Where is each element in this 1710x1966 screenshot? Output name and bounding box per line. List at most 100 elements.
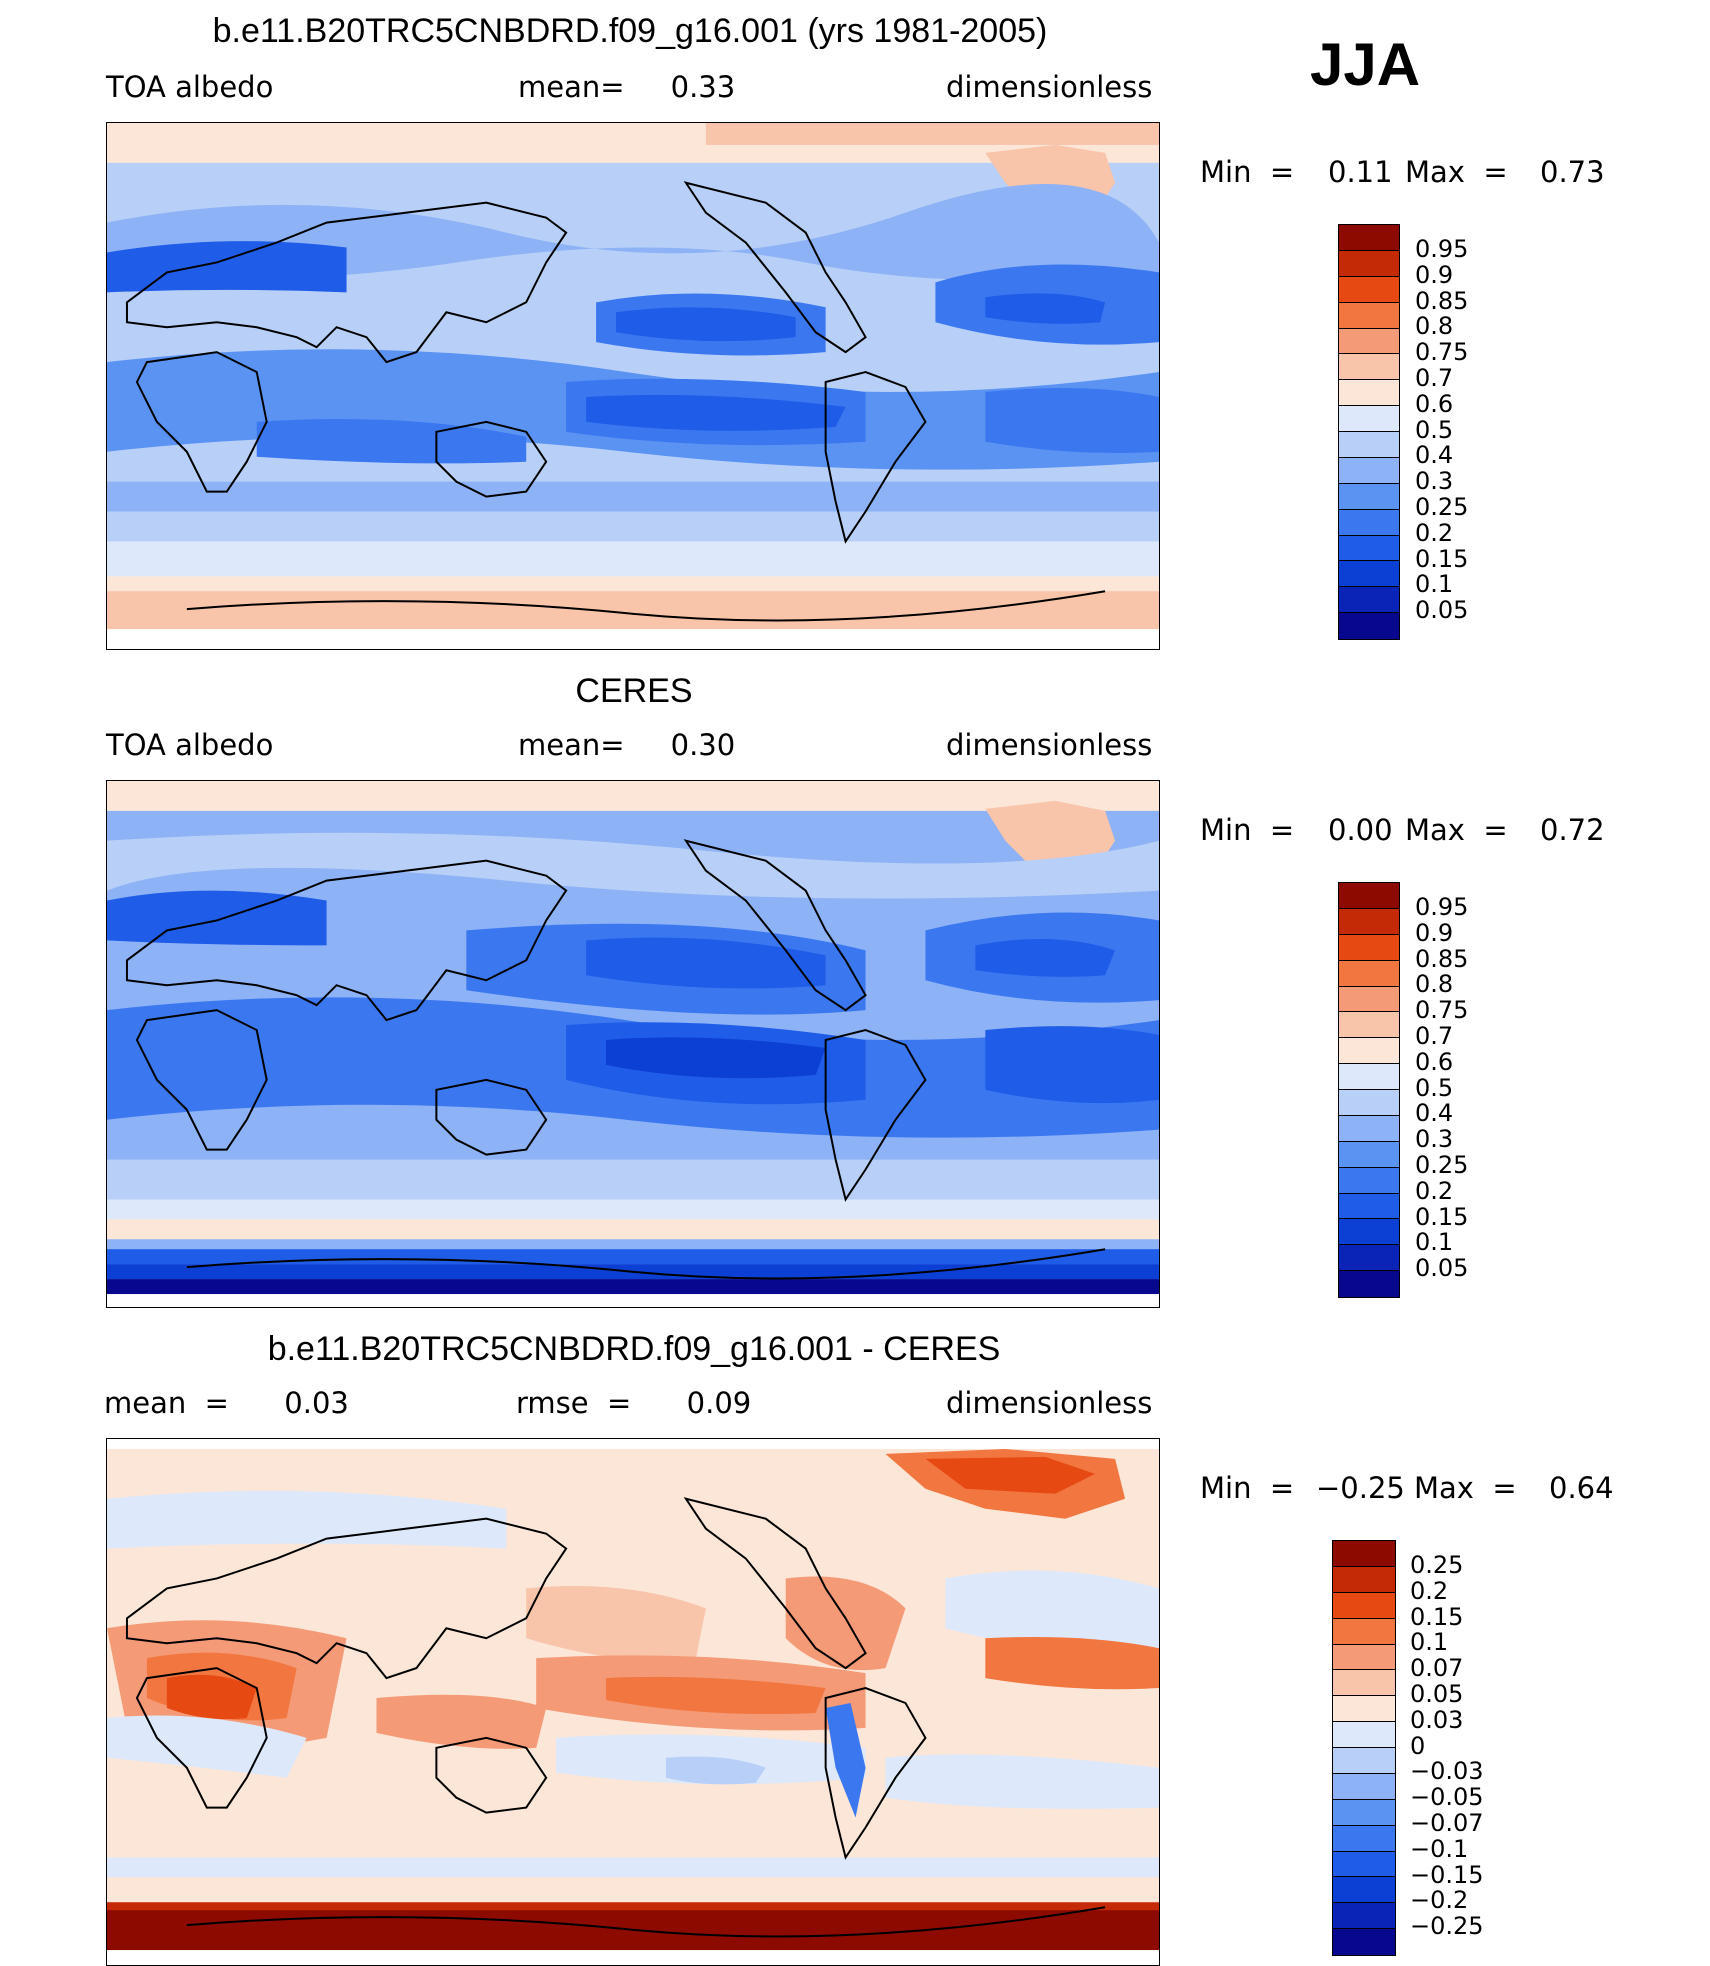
colorbar-swatch (1339, 908, 1399, 935)
colorbar-obs (1338, 882, 1400, 1298)
colorbar-tick-label: 0.25 (1415, 492, 1469, 521)
colorbar-swatch (1339, 1141, 1399, 1168)
map-panel-diff (106, 1438, 1160, 1966)
colorbar-swatch (1339, 934, 1399, 961)
colorbar-tick-label: 0.07 (1410, 1654, 1464, 1683)
colorbar-swatch (1339, 1115, 1399, 1142)
max-label-model: Max = (1405, 155, 1508, 189)
colorbar-swatch (1339, 1167, 1399, 1194)
panel-title-model: b.e11.B20TRC5CNBDRD.f09_g16.001 (yrs 198… (212, 12, 1048, 50)
colorbar-swatch (1339, 1090, 1399, 1116)
max-label-obs: Max = (1405, 813, 1508, 847)
colorbar-tick-label: 0.03 (1410, 1705, 1464, 1734)
colorbar-tick-label: −0.25 (1410, 1912, 1484, 1941)
map-svg-diff (107, 1439, 1159, 1965)
map-svg-model (107, 123, 1159, 649)
colorbar-swatch (1339, 1012, 1399, 1039)
map-panel-obs (106, 780, 1160, 1308)
colorbar-labels-obs: 0.95 0.9 0.85 0.8 0.75 0.7 0.6 0.5 0.4 0.3 0.25 0.2… (1415, 893, 1469, 1283)
max-label-diff: Max = (1414, 1471, 1517, 1505)
colorbar-swatch (1339, 587, 1399, 614)
colorbar-tick-label: −0.2 (1410, 1886, 1469, 1915)
colorbar-swatch (1333, 1670, 1395, 1697)
colorbar-tick-label: 0.7 (1415, 1021, 1454, 1050)
colorbar-tick-label: 0.7 (1415, 363, 1454, 392)
colorbar-swatch (1339, 613, 1399, 639)
units-label-model: dimensionless (946, 70, 1153, 104)
colorbar-swatch (1339, 1219, 1399, 1246)
colorbar-tick-label: −0.07 (1410, 1808, 1484, 1837)
max-value-obs: 0.72 (1540, 813, 1605, 847)
colorbar-tick-label: 0.3 (1415, 467, 1454, 496)
map-svg-obs (107, 781, 1159, 1307)
colorbar-swatch (1333, 1851, 1395, 1878)
colorbar-swatch (1339, 535, 1399, 562)
colorbar-tick-label: −0.1 (1410, 1834, 1469, 1863)
colorbar-swatch (1333, 1877, 1395, 1904)
colorbar-tick-label: 0.05 (1415, 1254, 1469, 1283)
units-label-obs: dimensionless (946, 728, 1153, 762)
colorbar-swatch (1339, 483, 1399, 510)
colorbar-swatch (1333, 1618, 1395, 1645)
colorbar-swatch (1339, 509, 1399, 536)
colorbar-tick-label: 0.2 (1415, 1176, 1454, 1205)
colorbar-tick-label: −0.05 (1410, 1783, 1484, 1812)
colorbar-tick-label: 0.75 (1415, 996, 1469, 1025)
colorbar-tick-label: 0.75 (1415, 338, 1469, 367)
colorbar-tick-label: 0.95 (1415, 235, 1469, 263)
mean-label-model: mean= 0.33 (518, 70, 736, 104)
colorbar-swatch (1339, 276, 1399, 303)
colorbar-swatch (1339, 380, 1399, 407)
mean-label-diff: mean = 0.03 (104, 1386, 349, 1420)
colorbar-swatch (1333, 1722, 1395, 1748)
rmse-label-diff: rmse = 0.09 (516, 1386, 752, 1420)
colorbar-tick-label: 0.6 (1415, 1047, 1454, 1076)
colorbar-tick-label: 0.1 (1415, 570, 1454, 599)
colorbar-tick-label: 0.5 (1415, 1073, 1454, 1102)
min-value-diff: −0.25 (1316, 1471, 1405, 1505)
units-label-diff: dimensionless (946, 1386, 1153, 1420)
colorbar-tick-label: 0.1 (1410, 1628, 1449, 1657)
colorbar-swatch (1333, 1644, 1395, 1671)
colorbar-tick-label: 0.25 (1410, 1551, 1464, 1579)
colorbar-swatch (1333, 1825, 1395, 1852)
variable-label-model: TOA albedo (106, 70, 274, 104)
max-value-diff: 0.64 (1549, 1471, 1614, 1505)
colorbar-tick-label: 0.85 (1415, 944, 1469, 973)
colorbar-swatch (1333, 1799, 1395, 1826)
panel-title-diff: b.e11.B20TRC5CNBDRD.f09_g16.001 - CERES (267, 1330, 1001, 1368)
colorbar-swatch (1333, 1929, 1395, 1955)
variable-label-obs: TOA albedo (106, 728, 274, 762)
colorbar-swatch (1339, 561, 1399, 588)
max-value-model: 0.73 (1540, 155, 1605, 189)
mean-label-obs: mean= 0.30 (518, 728, 736, 762)
colorbar-tick-label: −0.15 (1410, 1860, 1484, 1889)
colorbar-swatch (1333, 1773, 1395, 1800)
colorbar-tick-label: 0.95 (1415, 893, 1469, 921)
colorbar-swatch (1333, 1566, 1395, 1593)
panel-title-obs: CERES (575, 672, 693, 710)
colorbar-tick-label: 0.15 (1415, 544, 1469, 573)
colorbar-tick-label: 0.85 (1415, 286, 1469, 315)
colorbar-tick-label: 0.5 (1415, 415, 1454, 444)
colorbar-tick-label: −0.03 (1410, 1757, 1484, 1786)
colorbar-swatch (1339, 960, 1399, 987)
colorbar-swatch (1339, 328, 1399, 355)
colorbar-swatch (1333, 1592, 1395, 1619)
colorbar-labels-model: 0.95 0.9 0.85 0.8 0.75 0.7 0.6 0.5 0.4 0.3 0.25 0.2… (1415, 235, 1469, 625)
colorbar-model (1338, 224, 1400, 640)
colorbar-tick-label: 0.8 (1415, 312, 1454, 341)
colorbar-tick-label: 0.1 (1415, 1228, 1454, 1257)
colorbar-swatch (1339, 354, 1399, 381)
colorbar-swatch (1333, 1903, 1395, 1930)
min-label-diff: Min = (1200, 1471, 1295, 1505)
colorbar-swatch (1339, 986, 1399, 1013)
colorbar-diff (1332, 1540, 1396, 1956)
colorbar-swatch (1339, 406, 1399, 432)
colorbar-labels-diff: 0.25 0.2 0.15 0.1 0.07 0.05 0.03 0 −0.03 −0.05 −0.… (1410, 1551, 1484, 1941)
colorbar-swatch (1339, 432, 1399, 458)
colorbar-tick-label: 0.6 (1415, 389, 1454, 418)
colorbar-swatch (1333, 1748, 1395, 1774)
colorbar-tick-label: 0.05 (1415, 596, 1469, 625)
colorbar-swatch (1339, 1245, 1399, 1272)
